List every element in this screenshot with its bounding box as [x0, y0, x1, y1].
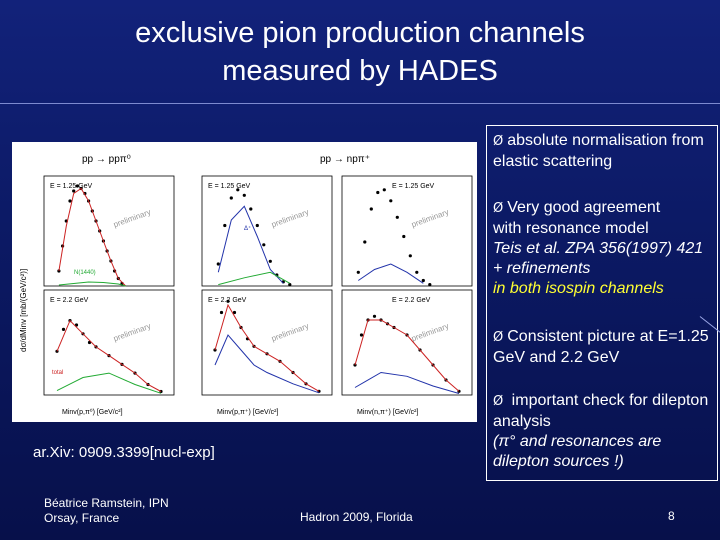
data-point	[68, 199, 72, 203]
total-label: total	[52, 370, 63, 376]
bullet-2-line-1: Very good agreement	[507, 199, 661, 216]
data-point	[389, 199, 393, 203]
bullet-arrow-icon: Ø	[493, 201, 504, 216]
bullet-consistent: Ø Consistent picture at E=1.25 GeV and 2.…	[493, 327, 715, 368]
energy-label: E = 2.2 GeV	[50, 297, 89, 304]
preliminary-watermark: preliminary	[112, 321, 152, 343]
reaction-left-label: pp → ppπ⁰	[82, 154, 131, 165]
model-curve-N1440-line	[56, 372, 162, 394]
n1440-label: N(1440)	[74, 270, 96, 276]
bullet-arrow-icon: Ø	[493, 394, 504, 409]
model-curve--line	[354, 371, 460, 394]
reaction-right-label: pp → npπ⁺	[320, 154, 370, 165]
plot-panel-frame	[201, 289, 333, 396]
model-curve-total-line	[56, 319, 162, 392]
data-point	[232, 310, 237, 315]
arxiv-reference: ar.Xiv: 0909.3399[nucl-exp]	[33, 444, 215, 461]
data-point	[249, 207, 253, 211]
bullet-4-line-1: important check for dilepton analysis	[493, 392, 709, 430]
bullet-4-line-2: (π° and resonances are dilepton sources …	[493, 433, 662, 470]
author-line-1: Béatrice Ramstein, IPN	[44, 496, 169, 510]
data-point	[229, 196, 233, 200]
model-curve-N1440-line	[218, 271, 291, 286]
data-point	[376, 190, 380, 195]
data-point	[223, 223, 227, 228]
energy-label: E = 1.25 GeV	[392, 183, 435, 190]
preliminary-watermark: preliminary	[410, 207, 450, 229]
x-axis-label-left: Minv(p,π⁰) [GeV/c²]	[62, 408, 123, 416]
plot-panel-frame	[43, 289, 175, 396]
data-point	[359, 333, 364, 337]
data-point	[372, 314, 377, 318]
data-point	[415, 270, 419, 274]
preliminary-watermark: preliminary	[410, 321, 450, 343]
preliminary-watermark: preliminary	[270, 321, 310, 343]
x-axis-label-right: Minv(n,π⁺) [GeV/c²]	[357, 409, 418, 416]
x-axis-label-mid: Minv(p,π⁺) [GeV/c²]	[217, 409, 278, 416]
results-figure: pp → ppπ⁰ pp → npπ⁺ E = 1.25 GeV preliminar…	[12, 142, 477, 422]
data-point	[226, 299, 230, 303]
plot-panel-frame	[341, 289, 473, 396]
model-curve-N1440-line	[58, 281, 126, 287]
model-curve--line	[358, 263, 424, 284]
data-point	[356, 270, 360, 274]
plot-panel-frame	[201, 175, 333, 287]
title-line-1: exclusive pion production channels	[135, 17, 585, 49]
data-point	[363, 240, 367, 244]
plot-panel-frame	[43, 175, 175, 287]
data-point	[72, 189, 76, 193]
data-point	[255, 223, 259, 228]
bullets-box	[486, 125, 718, 481]
data-point	[268, 259, 272, 263]
bullet-3-text: Consistent picture at E=1.25 GeV and 2.2…	[493, 328, 709, 366]
data-point	[219, 310, 224, 315]
model-curve-total-line	[354, 319, 460, 392]
data-point	[216, 262, 220, 266]
data-point	[402, 234, 406, 239]
bullet-2-line-2: with resonance model	[493, 220, 649, 237]
plot-panel-frame	[341, 175, 473, 287]
page-number: 8	[668, 509, 675, 523]
data-point	[61, 327, 66, 331]
data-point	[428, 283, 432, 287]
energy-label: E = 1.25 GeV	[50, 183, 93, 190]
data-point	[236, 188, 240, 192]
data-point	[288, 283, 292, 287]
data-point	[395, 215, 399, 219]
data-point	[421, 278, 425, 283]
data-point	[242, 193, 246, 197]
bullet-arrow-icon: Ø	[493, 134, 504, 149]
footer-author: Béatrice Ramstein, IPN Orsay, France	[44, 496, 169, 526]
bullet-1-text: absolute normalisation from elastic scat…	[493, 132, 704, 170]
bullet-agreement: Ø Very good agreement with resonance mode…	[493, 198, 715, 299]
data-point	[262, 243, 266, 247]
data-point	[369, 207, 373, 211]
bullet-arrow-icon: Ø	[493, 330, 504, 345]
data-point	[75, 184, 79, 188]
energy-label: E = 2.2 GeV	[392, 297, 431, 304]
model-curve-total-line	[214, 303, 320, 392]
bullet-2-reference: Teis et al. ZPA 356(1997) 421 + refineme…	[493, 240, 704, 277]
title-line-2: measured by HADES	[222, 55, 498, 87]
footer-conference: Hadron 2009, Florida	[300, 510, 413, 524]
data-point	[382, 188, 386, 192]
title-divider	[0, 103, 720, 104]
model-curve--line	[217, 205, 284, 284]
preliminary-watermark: preliminary	[270, 207, 310, 229]
energy-label: E = 1.25 GeV	[208, 183, 251, 190]
plots-svg: pp → ppπ⁰ pp → npπ⁺ E = 1.25 GeV preliminar…	[19, 154, 473, 416]
bullet-2-highlight: in both isospin channels	[493, 280, 664, 297]
data-point	[408, 254, 412, 258]
model-curve--line	[214, 334, 320, 394]
model-curve-total-line	[58, 187, 127, 287]
preliminary-watermark: preliminary	[112, 207, 152, 229]
delta-label: Δ⁺	[244, 225, 251, 232]
y-axis-label: dσ/dMinv [mb/(GeV/c²)]	[19, 269, 28, 352]
bullet-dilepton: Ø important check for dilepton analysis …	[493, 391, 715, 472]
slide-title: exclusive pion production channels measu…	[0, 14, 720, 90]
author-line-2: Orsay, France	[44, 511, 120, 525]
